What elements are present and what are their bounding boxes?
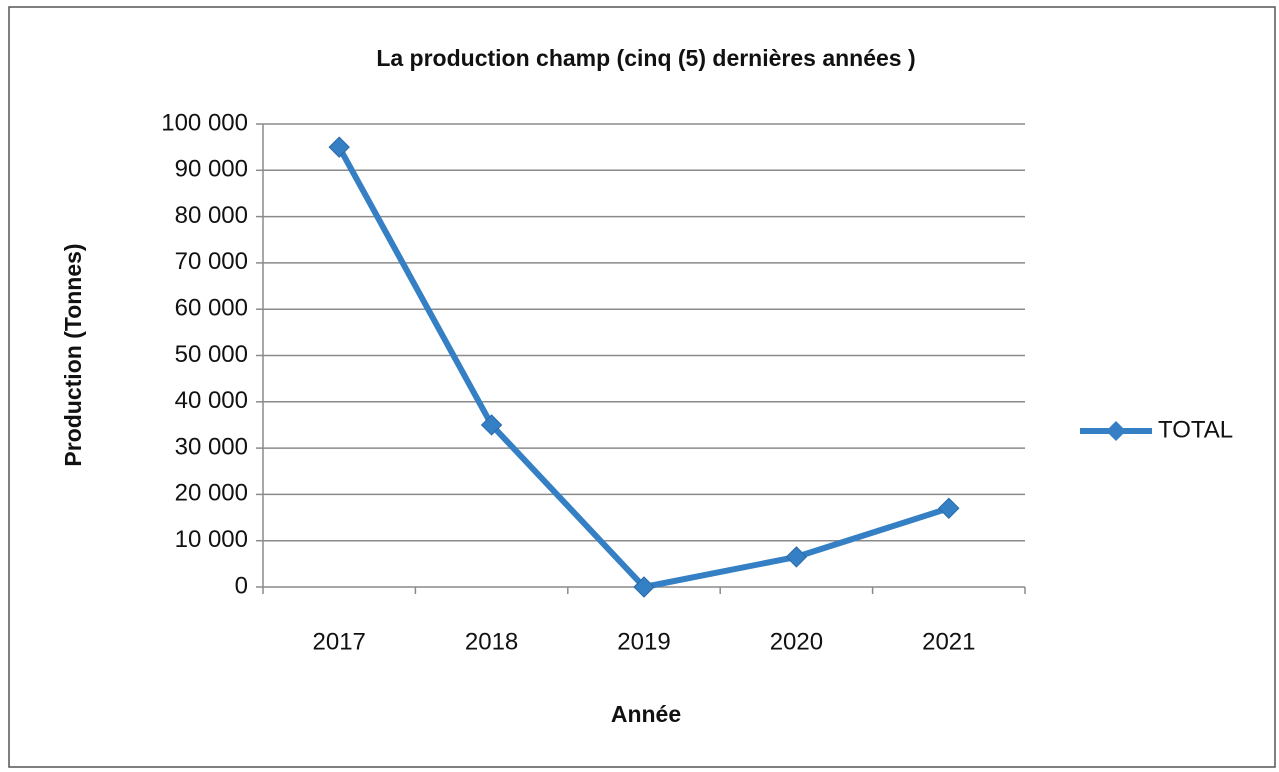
data-marker xyxy=(480,414,503,436)
y-tick-label: 60 000 xyxy=(175,295,248,322)
y-tick-label: 70 000 xyxy=(175,248,248,275)
legend-marker xyxy=(1106,421,1126,441)
y-tick-label: 80 000 xyxy=(175,202,248,229)
x-tick-label: 2021 xyxy=(922,628,975,655)
y-tick-label: 90 000 xyxy=(175,156,248,183)
chart-border xyxy=(8,6,1276,768)
x-tick-label: 2018 xyxy=(465,628,518,655)
legend-label: TOTAL xyxy=(1158,416,1233,443)
x-tick-label: 2019 xyxy=(617,628,670,655)
chart-title: La production champ (cinq (5) dernières … xyxy=(376,45,915,71)
y-tick-label: 100 000 xyxy=(161,109,248,136)
y-tick-label: 40 000 xyxy=(175,387,248,414)
data-marker xyxy=(785,546,808,568)
y-axis-label: Production (Tonnes) xyxy=(60,243,86,466)
x-tick-label: 2017 xyxy=(313,628,366,655)
y-tick-label: 10 000 xyxy=(175,526,248,553)
y-tick-label: 30 000 xyxy=(175,433,248,460)
data-marker xyxy=(633,576,655,598)
data-marker xyxy=(938,497,960,519)
y-tick-label: 20 000 xyxy=(175,480,248,507)
x-tick-label: 2020 xyxy=(770,628,823,655)
data-marker xyxy=(328,136,350,158)
y-tick-label: 0 xyxy=(235,572,248,599)
x-axis-label: Année xyxy=(611,701,681,727)
y-tick-label: 50 000 xyxy=(175,341,248,368)
